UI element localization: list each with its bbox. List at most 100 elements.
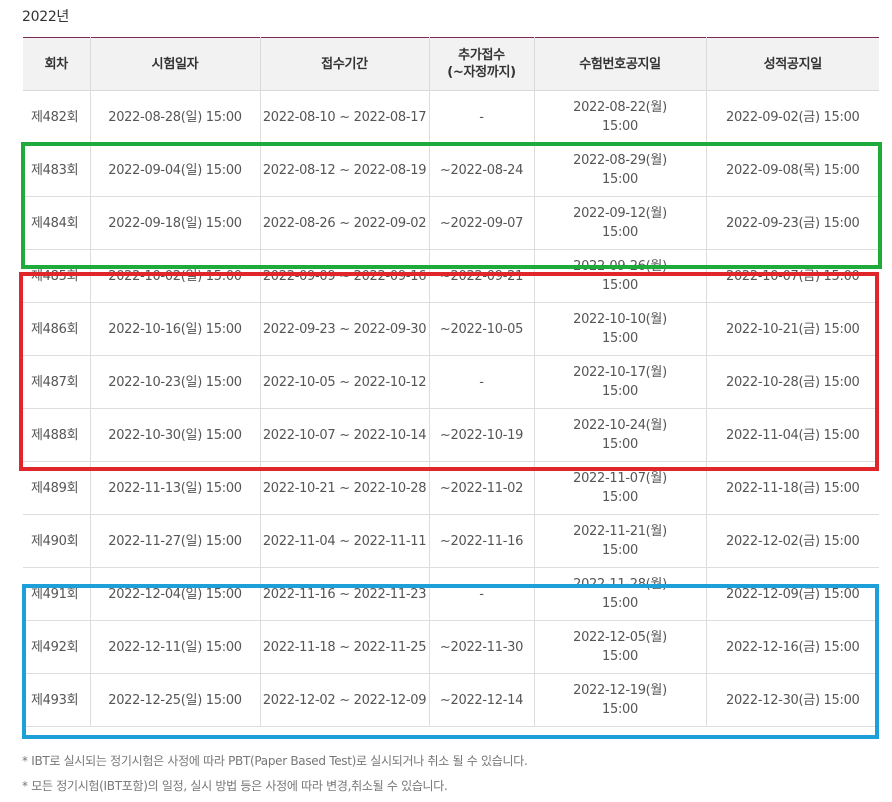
- header-extra-registration-line1: 추가접수: [458, 48, 505, 63]
- id-notice-time: 15:00: [602, 384, 638, 399]
- cell-id-notice-date: 2022-10-24(월) 15:00: [534, 408, 707, 462]
- cell-registration-period: 2022-10-07 ~ 2022-10-14: [260, 408, 430, 462]
- cell-exam-date: 2022-10-02(일) 15:00: [90, 249, 261, 303]
- id-notice-date: 2022-10-10(월): [573, 312, 667, 327]
- cell-registration-period: 2022-08-26 ~ 2022-09-02: [260, 196, 430, 250]
- cell-round: 제487회: [23, 355, 91, 409]
- cell-extra-registration: -: [429, 90, 535, 144]
- note-item: * IBT로 실시되는 정기시험은 사정에 따라 PBT(Paper Based…: [22, 754, 528, 768]
- cell-score-notice-date: 2022-09-08(목) 15:00: [706, 143, 879, 197]
- cell-round: 제492회: [23, 620, 91, 674]
- id-notice-time: 15:00: [602, 119, 638, 134]
- table-header-row: 회차 시험일자 접수기간 추가접수 (~자정까지) 수험번호공지일 성적공지일: [23, 37, 879, 91]
- cell-id-notice-date: 2022-12-05(월) 15:00: [534, 620, 707, 674]
- cell-registration-period: 2022-08-10 ~ 2022-08-17: [260, 90, 430, 144]
- table-row: 제490회 2022-11-27(일) 15:00 2022-11-04 ~ 202…: [23, 514, 879, 568]
- id-notice-time: 15:00: [602, 649, 638, 664]
- cell-round: 제489회: [23, 461, 91, 515]
- id-notice-date: 2022-08-22(월): [573, 100, 667, 115]
- cell-exam-date: 2022-09-18(일) 15:00: [90, 196, 261, 250]
- table-row: 제486회 2022-10-16(일) 15:00 2022-09-23 ~ 202…: [23, 302, 879, 356]
- header-extra-registration: 추가접수 (~자정까지): [429, 37, 535, 91]
- cell-id-notice-date: 2022-11-28(월) 15:00: [534, 567, 707, 621]
- cell-registration-period: 2022-11-18 ~ 2022-11-25: [260, 620, 430, 674]
- cell-round: 제484회: [23, 196, 91, 250]
- id-notice-time: 15:00: [602, 543, 638, 558]
- cell-id-notice-date: 2022-09-26(월) 15:00: [534, 249, 707, 303]
- cell-exam-date: 2022-10-23(일) 15:00: [90, 355, 261, 409]
- id-notice-time: 15:00: [602, 437, 638, 452]
- cell-registration-period: 2022-09-09 ~ 2022-09-16: [260, 249, 430, 303]
- header-extra-registration-line2: (~자정까지): [447, 65, 516, 80]
- cell-extra-registration: ~2022-09-21: [429, 249, 535, 303]
- table-row: 제484회 2022-09-18(일) 15:00 2022-08-26 ~ 202…: [23, 196, 879, 250]
- id-notice-date: 2022-11-28(월): [573, 577, 667, 592]
- cell-round: 제493회: [23, 673, 91, 727]
- cell-round: 제490회: [23, 514, 91, 568]
- cell-id-notice-date: 2022-08-22(월) 15:00: [534, 90, 707, 144]
- cell-score-notice-date: 2022-10-21(금) 15:00: [706, 302, 879, 356]
- table-row: 제483회 2022-09-04(일) 15:00 2022-08-12 ~ 202…: [23, 143, 879, 197]
- cell-extra-registration: ~2022-12-14: [429, 673, 535, 727]
- id-notice-time: 15:00: [602, 225, 638, 240]
- cell-exam-date: 2022-12-04(일) 15:00: [90, 567, 261, 621]
- cell-score-notice-date: 2022-12-16(금) 15:00: [706, 620, 879, 674]
- header-score-notice-date: 성적공지일: [706, 37, 879, 91]
- cell-score-notice-date: 2022-09-02(금) 15:00: [706, 90, 879, 144]
- cell-exam-date: 2022-11-13(일) 15:00: [90, 461, 261, 515]
- cell-round: 제482회: [23, 90, 91, 144]
- cell-exam-date: 2022-10-30(일) 15:00: [90, 408, 261, 462]
- cell-id-notice-date: 2022-10-10(월) 15:00: [534, 302, 707, 356]
- id-notice-date: 2022-09-12(월): [573, 206, 667, 221]
- cell-extra-registration: ~2022-11-30: [429, 620, 535, 674]
- cell-registration-period: 2022-08-12 ~ 2022-08-19: [260, 143, 430, 197]
- cell-registration-period: 2022-10-05 ~ 2022-10-12: [260, 355, 430, 409]
- id-notice-date: 2022-08-29(월): [573, 153, 667, 168]
- id-notice-date: 2022-11-21(월): [573, 524, 667, 539]
- cell-id-notice-date: 2022-10-17(월) 15:00: [534, 355, 707, 409]
- cell-score-notice-date: 2022-12-30(금) 15:00: [706, 673, 879, 727]
- table-row: 제482회 2022-08-28(일) 15:00 2022-08-10 ~ 202…: [23, 90, 879, 144]
- id-notice-date: 2022-10-24(월): [573, 418, 667, 433]
- cell-score-notice-date: 2022-10-28(금) 15:00: [706, 355, 879, 409]
- cell-exam-date: 2022-11-27(일) 15:00: [90, 514, 261, 568]
- id-notice-date: 2022-11-07(월): [573, 471, 667, 486]
- cell-round: 제483회: [23, 143, 91, 197]
- id-notice-time: 15:00: [602, 278, 638, 293]
- note-item: * 모든 정기시험(IBT포함)의 일정, 실시 방법 등은 사정에 따라 변경…: [22, 779, 448, 793]
- cell-id-notice-date: 2022-12-19(월) 15:00: [534, 673, 707, 727]
- cell-registration-period: 2022-12-02 ~ 2022-12-09: [260, 673, 430, 727]
- cell-extra-registration: -: [429, 567, 535, 621]
- cell-extra-registration: ~2022-11-02: [429, 461, 535, 515]
- id-notice-time: 15:00: [602, 596, 638, 611]
- id-notice-date: 2022-09-26(월): [573, 259, 667, 274]
- cell-score-notice-date: 2022-12-02(금) 15:00: [706, 514, 879, 568]
- id-notice-date: 2022-12-19(월): [573, 683, 667, 698]
- cell-round: 제486회: [23, 302, 91, 356]
- cell-extra-registration: -: [429, 355, 535, 409]
- exam-schedule-table: 회차 시험일자 접수기간 추가접수 (~자정까지) 수험번호공지일 성적공지일 제…: [23, 37, 879, 727]
- table-row: 제492회 2022-12-11(일) 15:00 2022-11-18 ~ 202…: [23, 620, 879, 674]
- header-registration-period: 접수기간: [260, 37, 430, 91]
- id-notice-date: 2022-10-17(월): [573, 365, 667, 380]
- cell-registration-period: 2022-09-23 ~ 2022-09-30: [260, 302, 430, 356]
- cell-extra-registration: ~2022-10-05: [429, 302, 535, 356]
- id-notice-time: 15:00: [602, 172, 638, 187]
- table-row: 제493회 2022-12-25(일) 15:00 2022-12-02 ~ 202…: [23, 673, 879, 727]
- cell-exam-date: 2022-10-16(일) 15:00: [90, 302, 261, 356]
- cell-round: 제491회: [23, 567, 91, 621]
- table-row: 제491회 2022-12-04(일) 15:00 2022-11-16 ~ 202…: [23, 567, 879, 621]
- table-row: 제487회 2022-10-23(일) 15:00 2022-10-05 ~ 202…: [23, 355, 879, 409]
- cell-exam-date: 2022-12-25(일) 15:00: [90, 673, 261, 727]
- cell-round: 제485회: [23, 249, 91, 303]
- cell-score-notice-date: 2022-09-23(금) 15:00: [706, 196, 879, 250]
- cell-score-notice-date: 2022-10-07(금) 15:00: [706, 249, 879, 303]
- id-notice-time: 15:00: [602, 490, 638, 505]
- year-title: 2022년: [22, 9, 70, 25]
- header-id-notice-date: 수험번호공지일: [534, 37, 707, 91]
- id-notice-time: 15:00: [602, 702, 638, 717]
- cell-extra-registration: ~2022-10-19: [429, 408, 535, 462]
- table-row: 제488회 2022-10-30(일) 15:00 2022-10-07 ~ 202…: [23, 408, 879, 462]
- cell-score-notice-date: 2022-11-18(금) 15:00: [706, 461, 879, 515]
- cell-extra-registration: ~2022-08-24: [429, 143, 535, 197]
